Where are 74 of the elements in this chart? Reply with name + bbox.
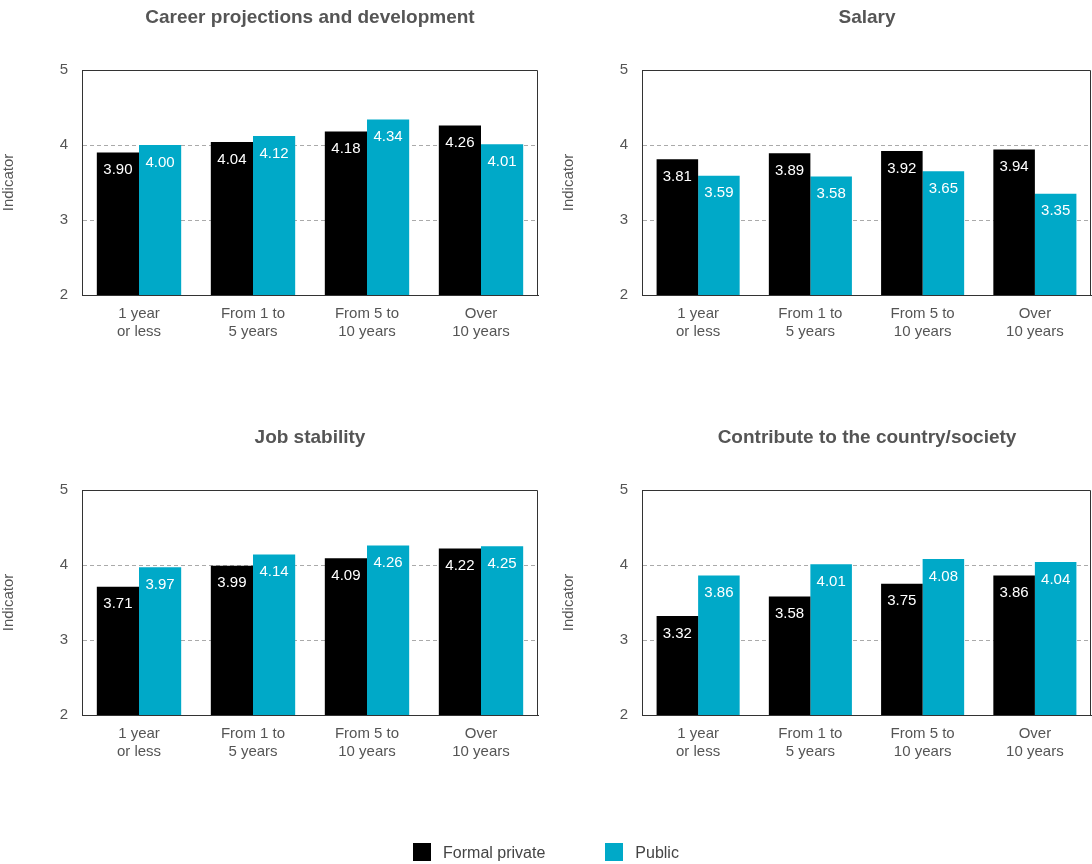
y-axis-title: Indicator [0, 153, 17, 212]
data-label: 3.35 [1041, 201, 1071, 219]
data-label: 4.01 [487, 151, 517, 169]
y-axis-title: Indicator [559, 573, 577, 632]
data-label: 4.04 [1041, 569, 1071, 587]
data-label: 3.97 [145, 574, 175, 592]
data-label: 3.86 [704, 583, 734, 601]
x-tick-label: 1 year or less [676, 724, 721, 760]
x-tick-label: From 5 to 10 years [334, 304, 400, 340]
x-tick-label: Over 10 years [1006, 304, 1064, 340]
x-tick-label: From 1 to 5 years [778, 724, 843, 760]
y-axis-title: Indicator [0, 573, 17, 632]
data-label: 3.86 [999, 583, 1029, 601]
data-label: 3.58 [816, 184, 846, 202]
data-label: 4.00 [145, 152, 175, 170]
data-label: 4.04 [217, 149, 247, 167]
chart-title: Contribute to the country/society [716, 426, 1018, 448]
y-tick-label: 3 [619, 630, 628, 648]
y-tick-label: 4 [59, 135, 68, 153]
data-label: 4.08 [928, 566, 958, 584]
x-tick-label: From 1 to 5 years [220, 724, 286, 760]
data-label: 3.94 [999, 157, 1029, 175]
data-label: 3.90 [103, 160, 133, 178]
y-tick-label: 2 [59, 705, 68, 723]
data-label: 4.26 [373, 553, 403, 571]
data-label: 4.01 [816, 571, 846, 589]
data-label: 4.18 [331, 139, 361, 157]
chart-title: Job stability [253, 426, 367, 448]
chart-title: Salary [837, 6, 897, 28]
y-tick-label: 3 [619, 210, 628, 228]
data-label: 3.71 [103, 594, 133, 612]
y-tick-label: 2 [619, 705, 628, 723]
data-label: 4.22 [445, 556, 475, 574]
data-label: 3.99 [217, 573, 247, 591]
x-tick-label: From 1 to 5 years [220, 304, 286, 340]
data-label: 3.81 [662, 166, 692, 184]
y-tick-label: 5 [59, 60, 68, 78]
data-label: 3.32 [662, 623, 692, 641]
legend-label: Public [634, 843, 679, 862]
y-tick-label: 5 [59, 480, 68, 498]
y-tick-label: 3 [59, 630, 68, 648]
y-tick-label: 3 [59, 210, 68, 228]
y-tick-label: 5 [619, 480, 628, 498]
data-label: 3.59 [704, 183, 734, 201]
x-tick-label: 1 year or less [116, 304, 162, 340]
x-tick-label: 1 year or less [116, 724, 162, 760]
data-label: 4.25 [487, 553, 517, 571]
y-tick-label: 5 [619, 60, 628, 78]
x-tick-label: 1 year or less [676, 304, 721, 340]
data-label: 4.14 [259, 562, 289, 580]
x-tick-label: From 5 to 10 years [890, 724, 955, 760]
data-label: 3.58 [775, 604, 805, 622]
x-tick-label: From 1 to 5 years [778, 304, 843, 340]
data-label: 4.12 [259, 143, 289, 161]
x-tick-label: From 5 to 10 years [890, 304, 955, 340]
chart-title: Career projections and development [144, 6, 476, 28]
x-tick-label: Over 10 years [1006, 724, 1064, 760]
y-tick-label: 4 [619, 555, 628, 573]
data-label: 3.65 [928, 178, 958, 196]
data-label: 4.09 [331, 565, 361, 583]
y-tick-label: 4 [619, 135, 628, 153]
y-tick-label: 2 [59, 285, 68, 303]
data-label: 4.26 [445, 133, 475, 151]
data-label: 3.92 [887, 158, 917, 176]
data-label: 3.89 [775, 160, 805, 178]
y-axis-title: Indicator [559, 153, 577, 212]
x-tick-label: Over 10 years [452, 304, 510, 340]
legend-label: Formal private [442, 843, 546, 862]
data-label: 4.34 [373, 127, 403, 145]
x-tick-label: From 5 to 10 years [334, 724, 400, 760]
data-label: 3.75 [887, 591, 917, 609]
y-tick-label: 2 [619, 285, 628, 303]
y-tick-label: 4 [59, 555, 68, 573]
x-tick-label: Over 10 years [452, 724, 510, 760]
